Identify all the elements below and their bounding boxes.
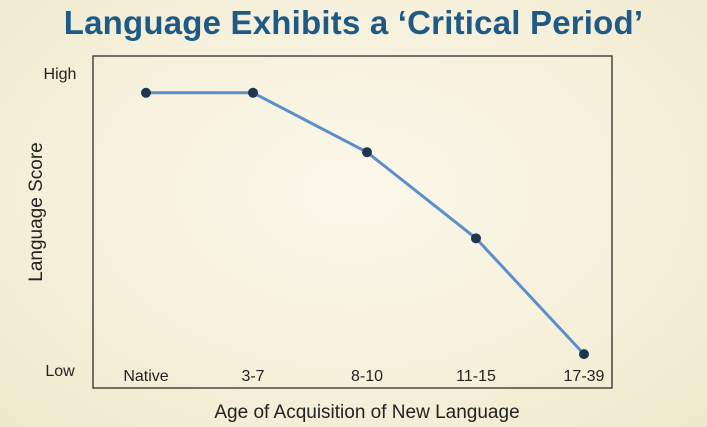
y-axis-title: Language Score [26, 142, 47, 281]
data-point-4 [579, 349, 589, 360]
x-tick-label-3: 11-15 [456, 368, 496, 385]
series-group [141, 87, 589, 360]
x-axis-title: Age of Acquisition of New Language [214, 402, 519, 423]
data-point-1 [248, 87, 258, 98]
x-tick-label-1: 3-7 [241, 368, 264, 385]
y-tick-label-high: High [44, 66, 77, 83]
data-point-3 [471, 233, 481, 244]
x-tick-label-0: Native [123, 368, 168, 385]
x-tick-label-4: 17-39 [564, 368, 605, 385]
y-tick-label-low: Low [45, 363, 75, 380]
series-line [146, 91, 586, 356]
x-tick-label-2: 8-10 [351, 368, 383, 385]
chart-title: Language Exhibits a ‘Critical Period’ [63, 4, 644, 41]
plot-frame [92, 55, 613, 389]
x-tick-labels: Native 3-7 8-10 11-15 17-39 [123, 368, 604, 385]
data-point-0 [141, 87, 151, 98]
data-point-2 [362, 147, 372, 158]
